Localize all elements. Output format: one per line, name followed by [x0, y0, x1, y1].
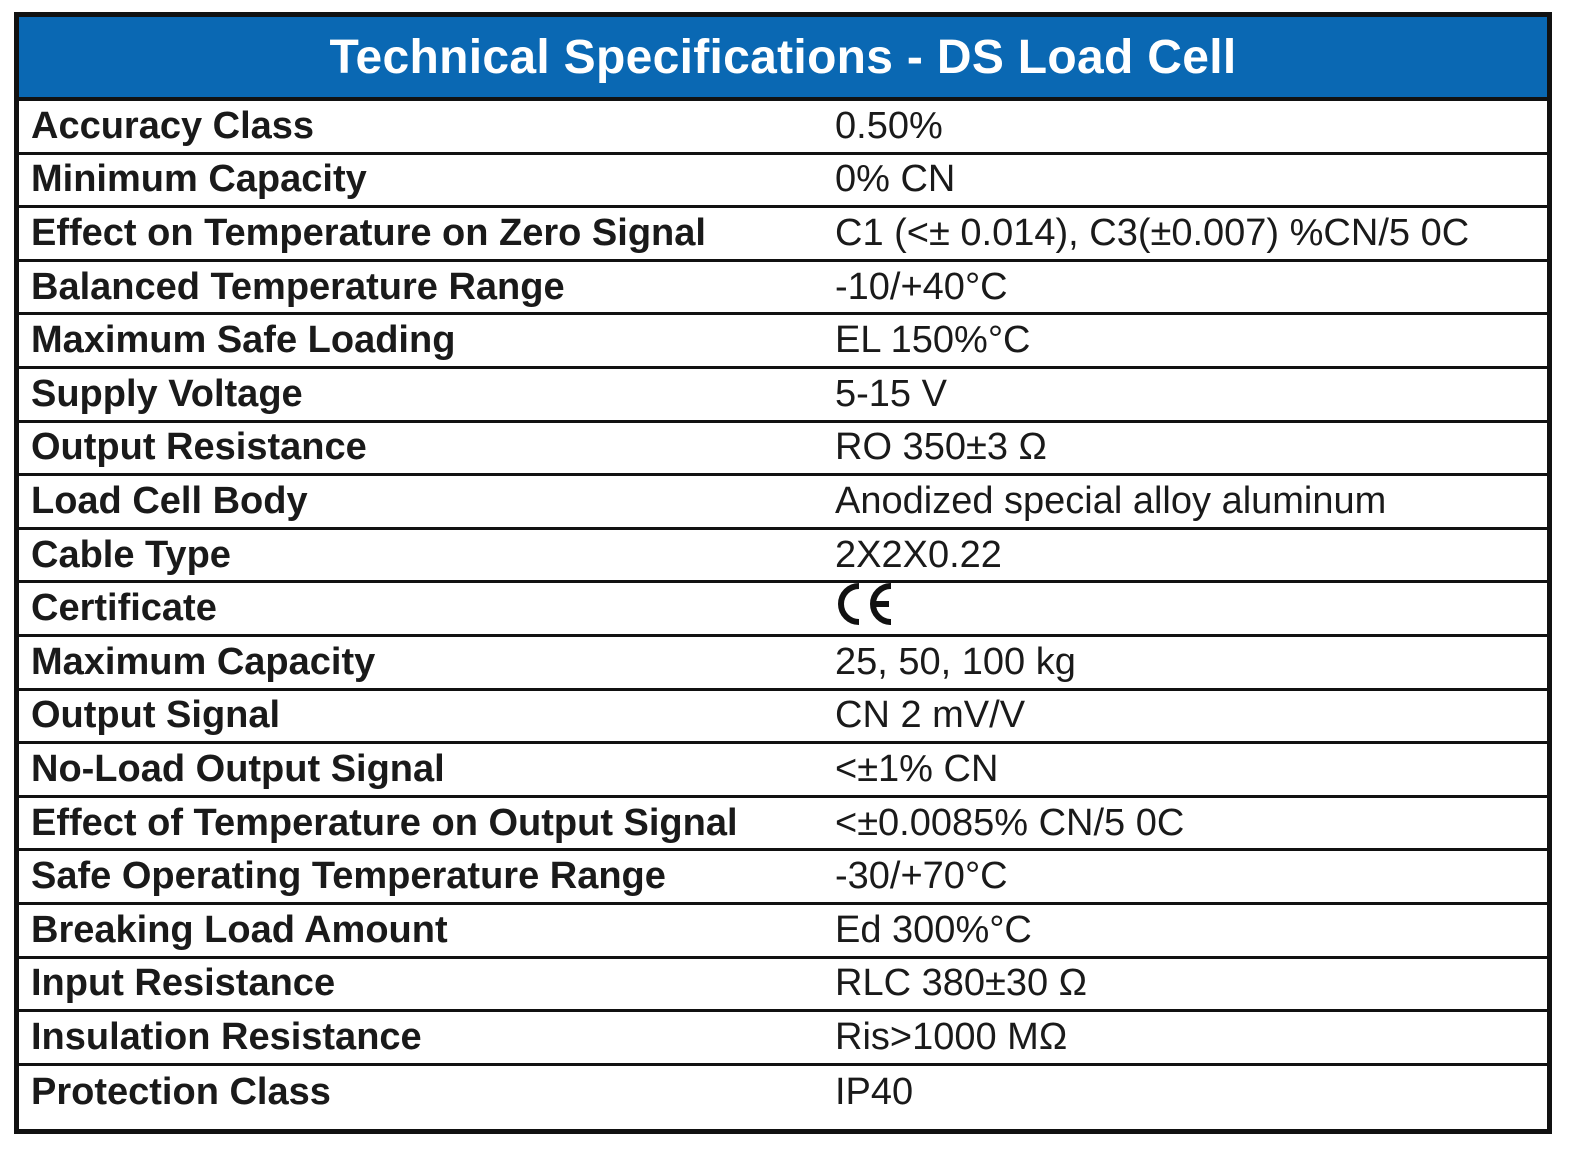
- spec-label: Input Resistance: [31, 962, 336, 1005]
- spec-value: EL 150%°C: [835, 319, 1031, 362]
- spec-table: Technical Specifications - DS Load Cell …: [14, 12, 1552, 1134]
- spec-label: Maximum Capacity: [31, 640, 376, 683]
- spec-value: 25, 50, 100 kg: [835, 640, 1076, 683]
- spec-label: Output Signal: [31, 694, 281, 737]
- spec-label: Load Cell Body: [31, 479, 308, 522]
- spec-label: Certificate: [31, 587, 217, 630]
- table-row: No-Load Output Signal <±1% CN: [19, 744, 1547, 798]
- table-title: Technical Specifications - DS Load Cell: [19, 17, 1547, 101]
- spec-label: Supply Voltage: [31, 372, 303, 415]
- table-row: Effect on Temperature on Zero Signal C1 …: [19, 208, 1547, 262]
- table-row: Minimum Capacity 0% CN: [19, 155, 1547, 209]
- spec-value: <±1% CN: [835, 747, 999, 790]
- spec-label: Effect of Temperature on Output Signal: [31, 801, 738, 844]
- table-row: Effect of Temperature on Output Signal <…: [19, 798, 1547, 852]
- table-row: Certificate: [19, 582, 1547, 637]
- spec-label: Accuracy Class: [31, 104, 315, 147]
- spec-label: Effect on Temperature on Zero Signal: [31, 211, 706, 254]
- spec-value: CN 2 mV/V: [835, 694, 1026, 737]
- spec-value: 0% CN: [835, 158, 956, 201]
- table-row: Load Cell Body Anodized special alloy al…: [19, 476, 1547, 530]
- spec-value: 0.50%: [835, 104, 943, 147]
- table-row: Supply Voltage 5-15 V: [19, 369, 1547, 423]
- spec-value: 5-15 V: [835, 372, 947, 415]
- table-row: Protection Class IP40: [19, 1066, 1547, 1120]
- spec-value: <±0.0085% CN/5 0C: [835, 801, 1185, 844]
- spec-value: [835, 582, 1547, 636]
- table-row: Safe Operating Temperature Range -30/+70…: [19, 851, 1547, 905]
- table-row: Balanced Temperature Range -10/+40°C: [19, 262, 1547, 316]
- spec-value: -30/+70°C: [835, 855, 1008, 898]
- spec-label: Safe Operating Temperature Range: [31, 855, 666, 898]
- spec-value: Ed 300%°C: [835, 908, 1032, 951]
- spec-label: Maximum Safe Loading: [31, 319, 456, 362]
- spec-value: RO 350±3 Ω: [835, 426, 1047, 469]
- table-row: Input Resistance RLC 380±30 Ω: [19, 959, 1547, 1013]
- table-row: Accuracy Class 0.50%: [19, 101, 1547, 155]
- spec-label: Cable Type: [31, 533, 231, 576]
- spec-value: Anodized special alloy aluminum: [835, 479, 1387, 522]
- spec-value: -10/+40°C: [835, 265, 1008, 308]
- spec-label: No-Load Output Signal: [31, 747, 445, 790]
- spec-label: Minimum Capacity: [31, 158, 367, 201]
- spec-value: 2X2X0.22: [835, 533, 1002, 576]
- table-row: Maximum Safe Loading EL 150%°C: [19, 315, 1547, 369]
- spec-value: IP40: [835, 1070, 914, 1113]
- spec-value: C1 (<± 0.014), C3(±0.007) %CN/5 0C: [835, 211, 1470, 254]
- table-row: Output Signal CN 2 mV/V: [19, 691, 1547, 745]
- spec-label: Protection Class: [31, 1070, 331, 1113]
- spec-label: Breaking Load Amount: [31, 908, 448, 951]
- spec-value: Ris>1000 MΩ: [835, 1015, 1068, 1058]
- table-row: Insulation Resistance Ris>1000 MΩ: [19, 1012, 1547, 1066]
- spec-value: RLC 380±30 Ω: [835, 962, 1088, 1005]
- table-row: Maximum Capacity 25, 50, 100 kg: [19, 637, 1547, 691]
- table-row: Output Resistance RO 350±3 Ω: [19, 423, 1547, 477]
- ce-mark-icon: [835, 582, 897, 626]
- spec-label: Insulation Resistance: [31, 1015, 422, 1058]
- table-row: Breaking Load Amount Ed 300%°C: [19, 905, 1547, 959]
- spec-label: Balanced Temperature Range: [31, 265, 565, 308]
- table-row: Cable Type 2X2X0.22: [19, 530, 1547, 584]
- spec-rows: Accuracy Class 0.50% Minimum Capacity 0%…: [19, 101, 1547, 1119]
- spec-label: Output Resistance: [31, 426, 367, 469]
